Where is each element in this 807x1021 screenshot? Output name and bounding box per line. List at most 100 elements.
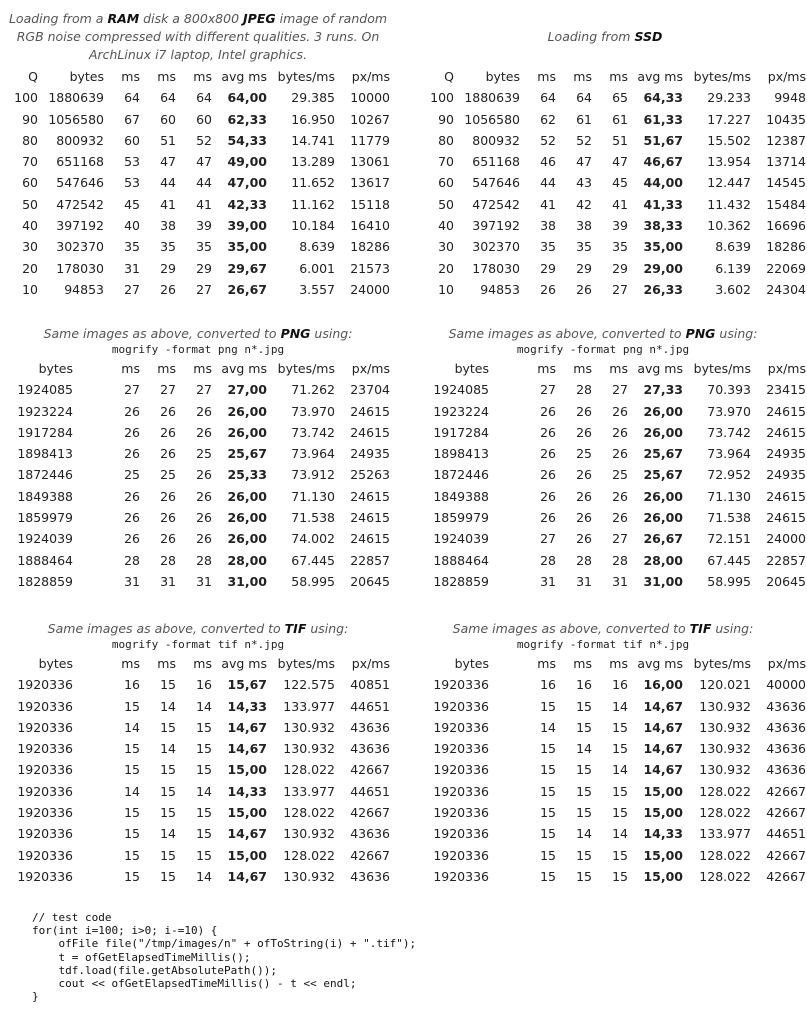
cell-bytes-per-ms: 130.932 [699, 762, 751, 778]
cell-ms-2: 28 [160, 552, 176, 568]
cell-ms-2: 14 [160, 826, 176, 842]
tif-ram-caption: Same images as above, converted to TIF u… [47, 621, 349, 651]
cell-ms-3: 47 [612, 154, 628, 170]
cell-ms-1: 15 [540, 805, 556, 821]
cell-avg-ms: 42,33 [227, 196, 267, 212]
png-ssd-table: bytes ms ms ms avg ms bytes/ms px/ms 1924085 27 2… [416, 358, 807, 592]
cell-avg-ms: 26,00 [227, 531, 267, 547]
cell-ms-2: 26 [576, 467, 592, 483]
cell-ms-3: 16 [612, 677, 628, 693]
cell-ms-2: 15 [576, 719, 592, 735]
cell-px-per-ms: 24935 [766, 467, 806, 483]
cell-bytes: 1920336 [17, 741, 73, 757]
cell-ms-3: 15 [196, 805, 212, 821]
table-row: 1828859 31 31 31 31,00 58.995 20645 [416, 571, 807, 592]
cell-ms-1: 52 [540, 132, 556, 148]
cell-bytes: 1920336 [433, 741, 489, 757]
table-row: 80 800932 60 51 52 54,33 14.741 11779 [0, 130, 400, 151]
cell-ms-3: 15 [196, 762, 212, 778]
cell-avg-ms: 49,00 [227, 154, 267, 170]
cell-bytes-per-ms: 130.932 [283, 826, 335, 842]
cell-ms-2: 15 [576, 698, 592, 714]
cell-q: 90 [438, 111, 454, 127]
cell-bytes: 94853 [480, 281, 520, 297]
cell-ms-2: 64 [160, 90, 176, 106]
table-row: 1924039 26 26 26 26,00 74.002 24615 [0, 528, 400, 549]
cell-avg-ms: 26,00 [227, 403, 267, 419]
cell-q: 70 [22, 154, 38, 170]
header-px-per-ms: px/ms [767, 656, 806, 671]
cell-bytes: 1849388 [433, 488, 489, 504]
cell-px-per-ms: 24615 [766, 424, 806, 440]
cell-ms-3: 44 [196, 175, 212, 191]
cell-ms-1: 26 [540, 281, 556, 297]
cell-ms-2: 35 [160, 239, 176, 255]
header-px-per-ms: px/ms [767, 69, 806, 84]
cell-bytes-per-ms: 71.262 [291, 382, 335, 398]
header-avg-ms: avg ms [637, 69, 683, 84]
cell-bytes-per-ms: 16.950 [291, 111, 335, 127]
table-row: 1888464 28 28 28 28,00 67.445 22857 [416, 550, 807, 571]
cell-ms-1: 27 [124, 382, 140, 398]
header-avg-ms: avg ms [221, 69, 267, 84]
cell-px-per-ms: 10267 [350, 111, 390, 127]
cell-avg-ms: 41,33 [643, 196, 683, 212]
cell-q: 10 [438, 281, 454, 297]
cell-ms-1: 16 [540, 677, 556, 693]
cell-ms-1: 28 [124, 552, 140, 568]
cell-ms-3: 45 [612, 175, 628, 191]
cell-px-per-ms: 25263 [350, 467, 390, 483]
cell-ms-3: 26 [612, 488, 628, 504]
cell-ms-2: 15 [160, 868, 176, 884]
cell-bytes-per-ms: 130.932 [283, 741, 335, 757]
cell-avg-ms: 26,00 [227, 510, 267, 526]
cell-bytes-per-ms: 11.162 [291, 196, 335, 212]
cell-ms-1: 64 [124, 90, 140, 106]
cell-bytes: 1917284 [433, 424, 489, 440]
cell-ms-1: 26 [540, 403, 556, 419]
cell-bytes: 94853 [64, 281, 104, 297]
header-avg-ms: avg ms [637, 656, 683, 671]
cell-bytes-per-ms: 133.977 [283, 783, 335, 799]
cell-bytes: 1923224 [433, 403, 489, 419]
cell-ms-3: 27 [612, 531, 628, 547]
cell-px-per-ms: 16410 [350, 218, 390, 234]
cell-q: 30 [22, 239, 38, 255]
header-ms-2: ms [157, 656, 176, 671]
cell-avg-ms: 47,00 [227, 175, 267, 191]
table-row: 100 1880639 64 64 64 64,00 29.385 10000 [0, 87, 400, 108]
cell-px-per-ms: 43636 [766, 698, 806, 714]
cell-ms-3: 61 [612, 111, 628, 127]
table-row: 80 800932 52 52 51 51,67 15.502 12387 [416, 130, 807, 151]
cell-ms-2: 14 [160, 698, 176, 714]
cell-avg-ms: 26,67 [643, 531, 683, 547]
header-ms-2: ms [573, 656, 592, 671]
table-row: 40 397192 40 38 39 39,00 10.184 16410 [0, 215, 400, 236]
cell-avg-ms: 25,67 [643, 446, 683, 462]
cell-ms-3: 26 [196, 510, 212, 526]
cell-ms-2: 15 [576, 783, 592, 799]
cell-q: 20 [438, 260, 454, 276]
cell-ms-2: 25 [576, 446, 592, 462]
cell-ms-2: 15 [576, 847, 592, 863]
cell-ms-3: 39 [196, 218, 212, 234]
cell-ms-2: 26 [576, 403, 592, 419]
cell-ms-1: 15 [124, 847, 140, 863]
test-code-block: // test code for(int i=100; i>0; i-=10) … [32, 911, 417, 1004]
table-row: 1917284 26 26 26 26,00 73.742 24615 [0, 422, 400, 443]
cell-ms-3: 27 [196, 281, 212, 297]
table-row: 1920336 15 15 14 14,67 130.932 43636 [0, 866, 400, 887]
cell-ms-3: 26 [196, 403, 212, 419]
cell-ms-2: 15 [160, 677, 176, 693]
cell-q: 40 [438, 218, 454, 234]
cell-bytes-per-ms: 67.445 [291, 552, 335, 568]
cell-ms-2: 26 [576, 424, 592, 440]
cell-bytes: 547646 [56, 175, 104, 191]
table-row: 1924085 27 28 27 27,33 70.393 23415 [416, 379, 807, 400]
cell-q: 50 [438, 196, 454, 212]
cell-avg-ms: 44,00 [643, 175, 683, 191]
cell-bytes-per-ms: 71.538 [707, 510, 751, 526]
table-row: 70 651168 53 47 47 49,00 13.289 13061 [0, 151, 400, 172]
cell-px-per-ms: 12387 [766, 132, 806, 148]
cell-ms-3: 25 [612, 467, 628, 483]
